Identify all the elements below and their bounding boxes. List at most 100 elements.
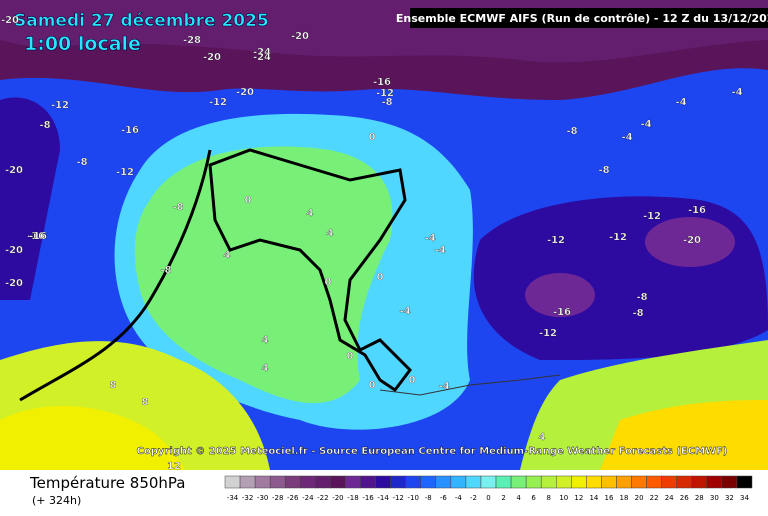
contour-label: 0 [325, 277, 332, 288]
contour-label: -20 [683, 235, 701, 246]
contour-label: -8 [172, 202, 183, 213]
scale-swatch [646, 475, 662, 489]
contour-label: -8 [636, 292, 647, 303]
contour-label: -20 [236, 87, 254, 98]
time: 1:00 locale [24, 33, 141, 55]
map-labels: -20-24-28 -20-20 -24-20-12-20-16-12-8-12-8… [1, 15, 743, 472]
contour-label: 0 [369, 132, 376, 143]
scale-label: 10 [559, 494, 568, 502]
contour-label: 0 [377, 272, 384, 283]
scale-label: 14 [589, 494, 598, 502]
contour-label: -12 [609, 232, 627, 243]
scale-label: -22 [317, 494, 328, 502]
contour-label: -4 [438, 381, 449, 392]
scale-swatch [631, 475, 647, 489]
copyright: Copyright © 2025 Meteociel.fr - Source E… [137, 446, 728, 457]
scale-swatch [224, 475, 241, 489]
scale-label: 20 [635, 494, 644, 502]
contour-label: -4 [424, 233, 435, 244]
contour-label: -16 [688, 205, 706, 216]
scale-label: -20 [332, 494, 343, 502]
scale-label: 2 [501, 494, 505, 502]
scale-swatch [435, 475, 452, 489]
scale-label: -8 [425, 494, 432, 502]
scale-swatch [315, 475, 331, 489]
scale-swatch [616, 475, 632, 489]
scale-swatch [510, 475, 527, 489]
contour-label: 4 [262, 335, 269, 346]
contour-label: -20 [5, 278, 23, 289]
contour-label: -20 [5, 245, 23, 256]
contour-label: -4 [731, 87, 742, 98]
scale-swatch [269, 475, 286, 489]
scale-label: 34 [740, 494, 749, 502]
contour-label: -4 [399, 306, 410, 317]
scale-label: 22 [650, 494, 659, 502]
scale-label: -6 [440, 494, 448, 502]
contour-label: -12 [539, 328, 557, 339]
scale-label: -14 [377, 494, 389, 502]
scale-label: -24 [302, 494, 314, 502]
scale-label: -12 [392, 494, 403, 502]
scale-label: 16 [604, 494, 613, 502]
scale-label: -28 [272, 494, 283, 502]
scale-swatch [571, 475, 587, 489]
contour-label: 0 [245, 195, 252, 206]
header-band [410, 8, 768, 28]
scale-label: -16 [362, 494, 374, 502]
scale-label: 6 [531, 494, 536, 502]
scale-label: -4 [455, 494, 463, 502]
scale-swatch [254, 475, 271, 489]
scale-swatch [525, 475, 542, 489]
scale-label: 24 [665, 494, 674, 502]
contour-label: -8 [381, 97, 392, 108]
scale-swatch [465, 475, 482, 489]
contour-label: 4 [307, 208, 314, 219]
scale-swatch [495, 475, 512, 489]
contour-label: -8 [76, 157, 87, 168]
contour-label: 4 [224, 250, 231, 261]
contour-label: -28 [183, 35, 201, 46]
model-info: Ensemble ECMWF AIFS (Run de contrôle) - … [396, 12, 768, 25]
contour-label: -16 [373, 77, 391, 88]
scale-label: 0 [486, 494, 490, 502]
scale-swatch [405, 475, 421, 489]
contour-label: -8 [160, 265, 171, 276]
scale-swatch [706, 475, 723, 489]
scale-label: 26 [680, 494, 689, 502]
contour-label: -12 [643, 211, 661, 222]
contour-label: -8 [566, 126, 577, 137]
scale-swatch [601, 475, 617, 489]
scale-swatch [360, 475, 376, 489]
contour-label: 8 [110, 380, 117, 391]
contour-label: -12 [116, 167, 134, 178]
scale-swatch [375, 475, 391, 489]
scale-label: 18 [620, 494, 629, 502]
scale-swatch [691, 475, 708, 489]
contour-label: 4 [539, 432, 546, 443]
scale-label: -32 [242, 494, 253, 502]
scale-swatch [480, 475, 497, 489]
scale-label: 4 [516, 494, 521, 502]
scale-swatch [330, 475, 346, 489]
contour-label: 0 [369, 380, 376, 391]
color-scale: -34 -32 -30 -28 -26 -24 -22 -20 -18 -16 -14 -12 -10-… [224, 475, 753, 502]
scale-label: 8 [546, 494, 550, 502]
scale-swatch [540, 475, 557, 489]
contour-label: 8 [142, 397, 149, 408]
scale-swatch [556, 475, 572, 489]
contour-label: -4 [621, 132, 632, 143]
scale-label: -26 [287, 494, 299, 502]
contour-label: -12 [376, 88, 394, 99]
scale-label: 28 [695, 494, 704, 502]
scale-label: -34 [227, 494, 239, 502]
contour-label: -4 [640, 119, 651, 130]
contour-label: -20 [291, 31, 309, 42]
scale-swatch [300, 475, 316, 489]
contour-label: -16 [553, 307, 571, 318]
scale-swatch [721, 475, 738, 489]
variable: Température 850hPa [29, 474, 186, 492]
contour-label: 0 [409, 375, 416, 386]
contour-label: -16 [29, 231, 47, 242]
map-fields [0, 0, 768, 470]
